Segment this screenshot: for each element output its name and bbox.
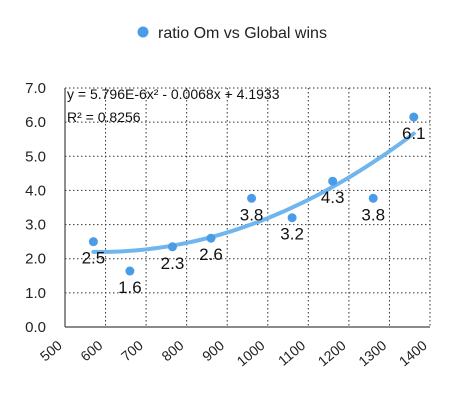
data-point <box>409 112 419 122</box>
x-tick-label: 1000 <box>234 337 268 369</box>
y-tick-label: 2.0 <box>25 251 46 268</box>
data-point <box>167 242 177 252</box>
y-tick-label: 0.0 <box>25 319 46 336</box>
y-tick-label: 7.0 <box>25 80 46 97</box>
x-tick-label: 900 <box>199 337 227 364</box>
data-label: 3.2 <box>280 225 304 244</box>
data-point <box>287 213 297 223</box>
data-label: 2.3 <box>161 254 185 273</box>
data-label: 1.6 <box>118 278 142 297</box>
data-point <box>247 193 257 203</box>
data-label: 2.5 <box>82 249 106 268</box>
legend: ratio Om vs Global wins <box>137 25 327 42</box>
data-labels: 2.5 1.6 2.3 2.6 3.8 3.2 4.3 3.8 6.1 <box>82 124 426 297</box>
y-tick-labels: 0.0 1.0 2.0 3.0 4.0 5.0 6.0 7.0 <box>25 80 46 336</box>
y-tick-label: 4.0 <box>25 182 46 199</box>
x-tick-label: 700 <box>118 337 146 364</box>
legend-marker <box>137 26 149 38</box>
axes <box>64 88 430 328</box>
data-points <box>88 112 419 276</box>
y-tick-label: 1.0 <box>25 285 46 302</box>
data-point <box>328 176 338 186</box>
data-label: 2.6 <box>199 245 223 264</box>
grid <box>65 87 431 327</box>
data-point <box>368 193 378 203</box>
data-label: 6.1 <box>402 124 426 143</box>
data-label: 4.3 <box>321 188 345 207</box>
x-tick-label: 1100 <box>275 337 309 369</box>
y-tick-label: 3.0 <box>25 217 46 234</box>
r-squared-label: R² = 0.8256 <box>67 109 141 125</box>
x-tick-label: 1400 <box>396 337 430 369</box>
trendline-equation: y = 5.796E-6x² - 0.0068x + 4.1933 <box>67 86 280 102</box>
trendline <box>91 131 416 254</box>
x-tick-labels: 500 600 700 800 900 1000 1100 1200 1300 1400 <box>37 337 430 369</box>
x-tick-label: 1300 <box>355 337 389 369</box>
x-tick-label: 800 <box>158 337 186 364</box>
legend-label: ratio Om vs Global wins <box>158 25 327 42</box>
data-point <box>125 266 135 276</box>
data-point <box>206 233 216 243</box>
x-tick-label: 600 <box>77 337 105 364</box>
y-tick-label: 6.0 <box>25 114 46 131</box>
data-point <box>88 237 98 247</box>
x-tick-label: 1200 <box>315 337 349 369</box>
data-label: 3.8 <box>240 205 264 224</box>
data-label: 3.8 <box>361 205 385 224</box>
y-tick-label: 5.0 <box>25 148 46 165</box>
x-tick-label: 500 <box>37 337 65 364</box>
